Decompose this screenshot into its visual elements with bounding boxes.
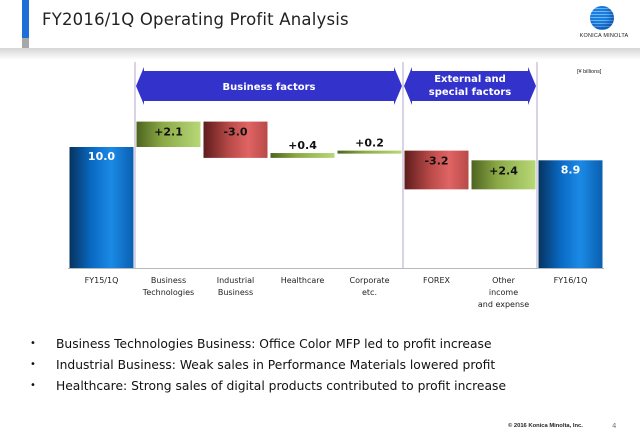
bullet-list: • Business Technologies Business: Office …	[28, 336, 506, 399]
globe-logo-icon	[590, 6, 614, 30]
group-arrow-business-factors	[136, 67, 402, 105]
waterfall-chart: Business factors External and special fact…	[68, 62, 604, 269]
bar-increase	[270, 153, 335, 158]
title-accent-bar-gray	[22, 38, 29, 49]
category-tick-label: FOREX	[423, 276, 450, 285]
header-divider	[0, 48, 640, 60]
category-tick-label: Business Technologies	[142, 276, 195, 297]
bar-decrease	[404, 150, 469, 190]
category-tick-label: Industrial Business	[216, 276, 255, 297]
data-label: -3.2	[424, 155, 448, 168]
data-label: 10.0	[88, 150, 115, 163]
bar-total	[69, 147, 134, 268]
data-label: +0.2	[355, 137, 384, 150]
bullet-icon: •	[30, 359, 36, 370]
data-label: 8.9	[561, 163, 581, 176]
group-arrow-label: Business factors	[223, 82, 316, 93]
title-accent-bar	[22, 0, 29, 38]
bullet-icon: •	[30, 338, 36, 349]
bullet-item: • Healthcare: Strong sales of digital pro…	[28, 378, 506, 399]
bar-decrease	[203, 121, 268, 158]
bar-increase	[471, 160, 536, 190]
data-label: +0.4	[288, 139, 317, 152]
bar-total	[538, 160, 603, 268]
group-arrow-label: External and special factors	[429, 74, 512, 98]
bar-increase	[136, 121, 201, 147]
category-tick-label: Other income and expense	[477, 276, 530, 309]
logo-text: KONICA MINOLTA	[579, 33, 629, 39]
bar-increase	[337, 150, 402, 154]
bullet-text: Business Technologies Business: Office C…	[56, 337, 492, 351]
category-tick-label: FY16/1Q	[553, 276, 588, 285]
bullet-icon: •	[30, 380, 36, 391]
category-tick-label: FY15/1Q	[84, 276, 119, 285]
category-tick-label: Healthcare	[280, 276, 325, 285]
bullet-item: • Business Technologies Business: Office …	[28, 336, 506, 357]
bullet-text: Industrial Business: Weak sales in Perfo…	[56, 358, 496, 372]
copyright: © 2016 Konica Minolta, Inc.	[508, 423, 583, 429]
bullet-text: Healthcare: Strong sales of digital prod…	[56, 379, 507, 393]
company-logo: KONICA MINOLTA	[572, 6, 636, 46]
unit-label: [¥ billions]	[577, 69, 602, 75]
category-tick-label: Corporate etc.	[349, 276, 390, 297]
data-label: -3.0	[223, 126, 247, 139]
slide-header: FY2016/1Q Operating Profit Analysis KONI…	[0, 0, 640, 49]
bullet-item: • Industrial Business: Weak sales in Perf…	[28, 357, 506, 378]
group-arrow-external-factors	[404, 67, 536, 105]
page-title: FY2016/1Q Operating Profit Analysis	[42, 10, 349, 29]
page-number: 4	[612, 422, 617, 430]
data-label: +2.1	[154, 126, 183, 139]
data-label: +2.4	[489, 164, 518, 177]
